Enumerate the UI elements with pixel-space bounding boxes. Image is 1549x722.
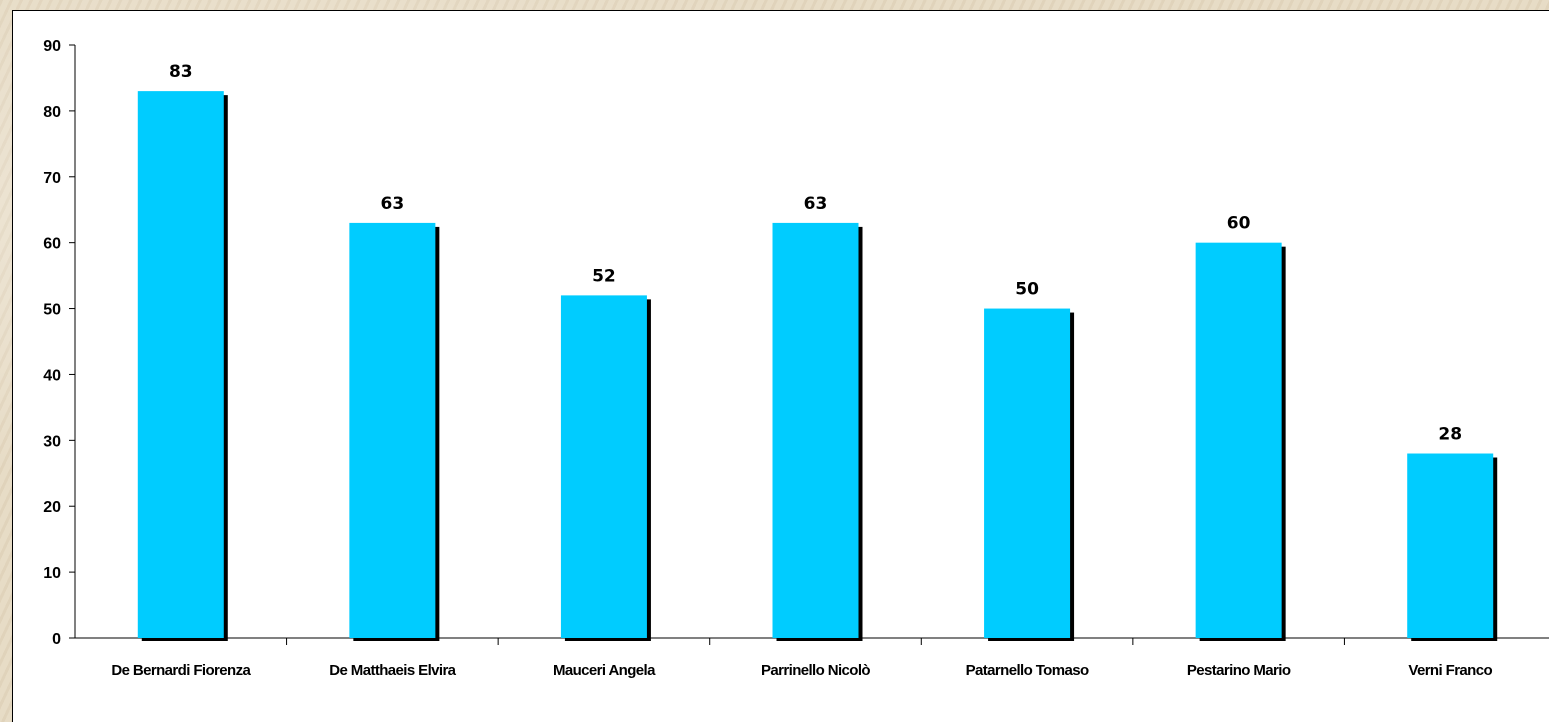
y-tick-label: 0 — [52, 631, 61, 648]
x-tick-label: Mauceri Angela — [553, 662, 656, 679]
bar — [349, 222, 436, 638]
data-label: 83 — [169, 62, 193, 82]
y-tick-label: 90 — [43, 38, 61, 55]
data-label: 63 — [381, 194, 405, 214]
x-tick-label: Pestarino Mario — [1187, 662, 1291, 679]
x-tick-label: Parrinello Nicolò — [761, 662, 870, 679]
bar — [984, 308, 1071, 638]
y-tick-label: 10 — [43, 565, 61, 582]
data-label: 28 — [1438, 425, 1462, 445]
y-tick-label: 80 — [43, 104, 61, 121]
bar — [560, 295, 647, 638]
bar — [137, 91, 224, 639]
x-tick-label: De Bernardi Fiorenza — [111, 662, 251, 679]
y-tick-label: 50 — [43, 302, 61, 319]
x-tick-label: De Matthaeis Elvira — [329, 662, 456, 679]
y-tick-label: 70 — [43, 170, 61, 187]
y-tick-label: 40 — [43, 367, 61, 384]
x-axis: De Bernardi Fiorenza De Matthaeis Elvira M… — [75, 637, 1549, 679]
data-label: 52 — [592, 266, 616, 286]
bar — [1407, 453, 1494, 638]
data-label: 60 — [1227, 214, 1251, 234]
x-tick-label: Verni Franco — [1408, 662, 1492, 679]
bar — [772, 222, 859, 638]
data-label: 63 — [804, 194, 828, 214]
y-axis: 0 10 20 30 40 50 60 70 80 90 — [43, 38, 76, 648]
y-tick-label: 20 — [43, 499, 61, 516]
bar — [1195, 242, 1282, 638]
y-tick-label: 60 — [43, 236, 61, 253]
bars: 83 63 52 63 50 60 28 — [137, 62, 1498, 642]
y-tick-label: 30 — [43, 433, 61, 450]
x-tick-label: Patarnello Tomaso — [966, 662, 1089, 679]
data-label: 50 — [1015, 280, 1039, 300]
